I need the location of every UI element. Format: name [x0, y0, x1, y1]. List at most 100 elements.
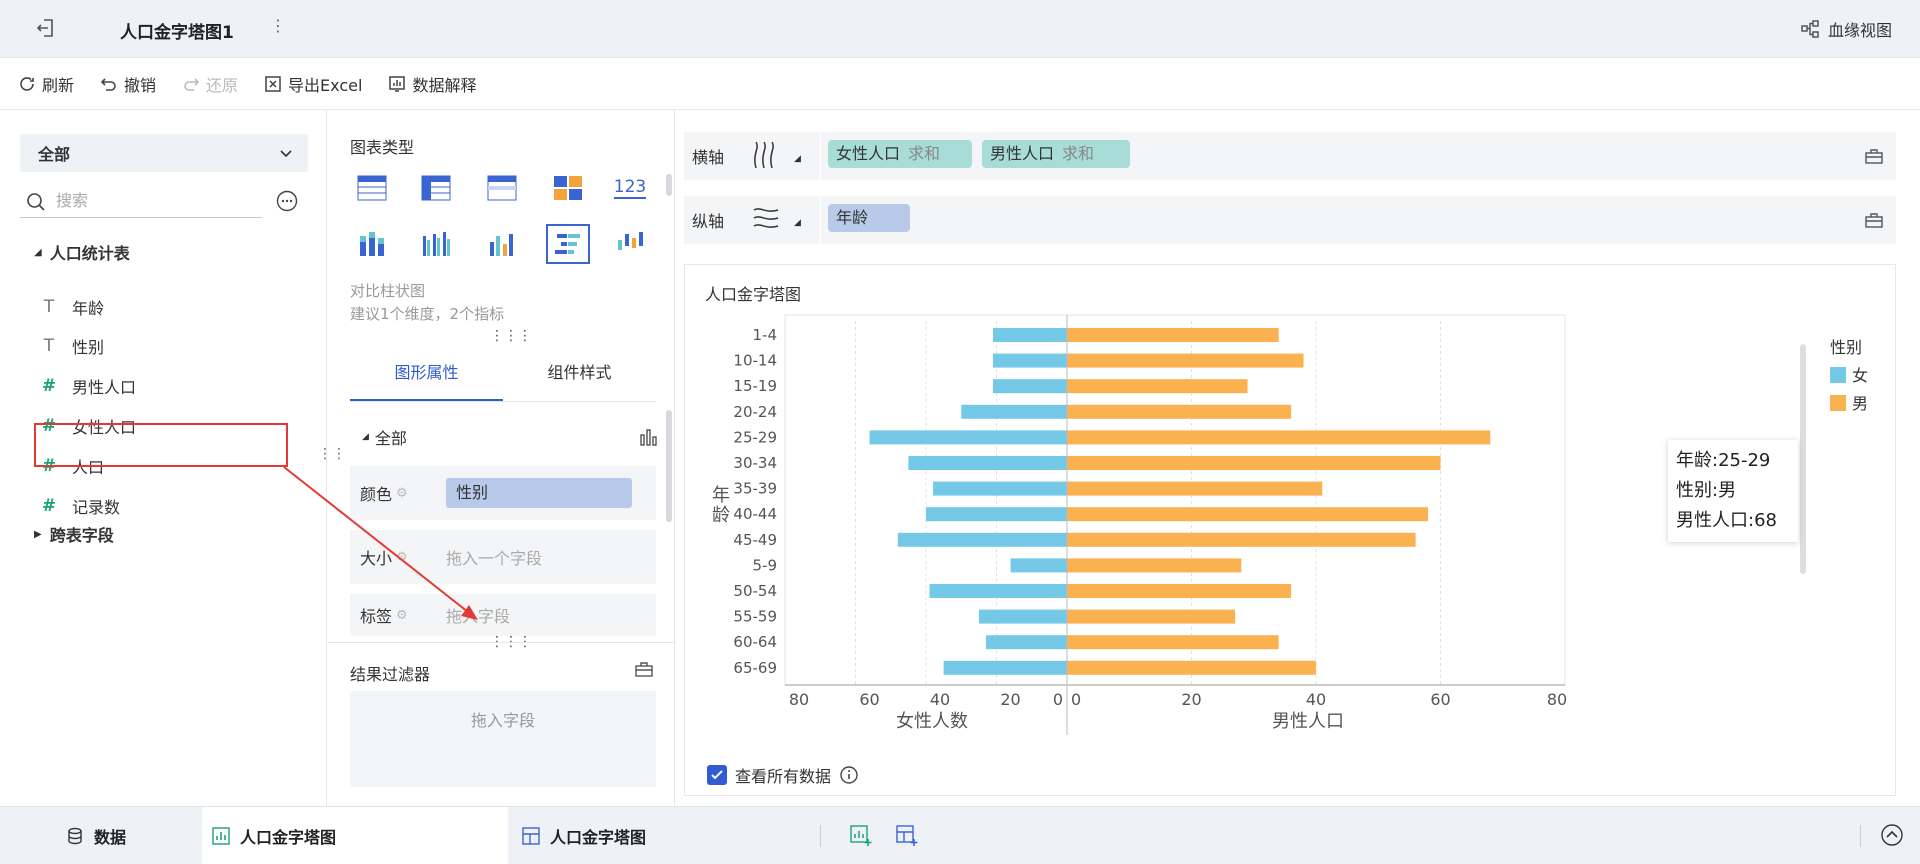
color-property-row[interactable]: 颜色 ⚙ 性别: [350, 466, 656, 520]
label-property-row[interactable]: 标签 ⚙ 拖入字段: [350, 594, 656, 636]
x-pill-female[interactable]: 女性人口 求和: [828, 140, 972, 168]
field-item-age[interactable]: T 年龄: [40, 287, 286, 327]
scope-select[interactable]: 全部: [20, 134, 308, 172]
chart-type-detail-table-icon[interactable]: [480, 168, 524, 208]
field-item-female-population[interactable]: # 女性人口: [40, 406, 286, 446]
chart-type-kpi-card-icon[interactable]: [546, 168, 590, 208]
chart-scrollbar[interactable]: [1800, 344, 1806, 574]
shelf-settings-icon[interactable]: [1864, 210, 1884, 230]
category-tick-label: 45-49: [733, 531, 777, 549]
search-input[interactable]: [20, 184, 262, 218]
chart-type-table-icon[interactable]: [350, 168, 394, 208]
add-component-icon[interactable]: [850, 825, 872, 847]
undo-button[interactable]: 撤销: [100, 72, 156, 96]
bar-male: [1067, 353, 1304, 368]
data-explain-button[interactable]: 数据解释: [388, 72, 476, 96]
info-icon[interactable]: [839, 765, 859, 785]
legend-title: 性别: [1830, 338, 1863, 357]
caret-right-icon: ▶: [34, 528, 42, 540]
more-options-icon[interactable]: [276, 190, 298, 212]
bar-male: [1067, 584, 1292, 598]
export-excel-button[interactable]: 导出Excel: [264, 72, 362, 96]
label-label: 标签: [360, 607, 393, 626]
field-panel: 全部 ◢ 人口统计表 T 年龄 T 性别 # 男性人口 # 女性人口 # 人口 …: [0, 110, 327, 806]
gear-icon[interactable]: ⚙: [396, 549, 408, 565]
size-drop-zone[interactable]: 拖入一个字段: [446, 549, 543, 568]
tab-dashboard[interactable]: 人口金字塔图: [522, 807, 646, 864]
chart-type-waterfall-icon[interactable]: [608, 224, 652, 264]
chart-type-scrollbar[interactable]: [666, 174, 672, 196]
chart-type-number-icon[interactable]: 123: [608, 168, 652, 208]
panel-resize-handle[interactable]: ⋮⋮: [318, 446, 346, 462]
chart-type-comparison-bar-icon[interactable]: [546, 224, 590, 264]
field-item-record-count[interactable]: # 记录数: [40, 486, 286, 526]
category-tick-label: 40-44: [733, 505, 777, 523]
field-label: 性别: [72, 338, 105, 357]
label-drop-zone[interactable]: 拖入字段: [446, 607, 511, 626]
filter-settings-icon[interactable]: [634, 659, 654, 679]
tab-data[interactable]: 数据: [66, 807, 126, 864]
category-tick-label: 10-14: [733, 352, 777, 370]
chart-type-crosstab-icon[interactable]: [414, 168, 458, 208]
left-axis-tick-label: 0: [1053, 690, 1063, 709]
legend-swatch: [1830, 367, 1846, 383]
chart-type-description: 对比柱状图 建议1个维度，2个指标: [350, 280, 504, 326]
page-title[interactable]: 人口金字塔图1: [120, 23, 234, 43]
add-dashboard-icon[interactable]: [896, 825, 918, 847]
x-pill-male[interactable]: 男性人口 求和: [982, 140, 1130, 168]
size-property-row[interactable]: 大小 ⚙ 拖入一个字段: [350, 530, 656, 584]
sort-icon[interactable]: [750, 138, 782, 172]
color-field-chip[interactable]: 性别: [446, 478, 632, 508]
caret-down-icon[interactable]: ◢: [794, 154, 801, 164]
bar-female: [908, 456, 1067, 470]
gear-icon[interactable]: ⚙: [396, 607, 408, 623]
sort-icon[interactable]: [750, 202, 782, 236]
chart-type-column-icon[interactable]: [480, 224, 524, 264]
all-properties-row[interactable]: ◢ 全部: [362, 416, 658, 458]
chart-tooltip: 年龄:25-29 性别:男 男性人口:68: [1668, 440, 1798, 542]
legend-item-female[interactable]: 女: [1830, 362, 1868, 390]
category-tick-label: 35-39: [733, 480, 777, 498]
explain-label: 数据解释: [412, 75, 477, 95]
redo-button[interactable]: 还原: [182, 72, 238, 96]
exit-icon[interactable]: [32, 14, 60, 42]
number-chart-label: 123: [613, 177, 647, 199]
toolbar: 刷新 撤销 还原 导出Excel 数据解释: [0, 58, 1920, 110]
tab-component-active[interactable]: 人口金字塔图: [202, 807, 508, 864]
tab-component-style[interactable]: 组件样式: [547, 363, 612, 382]
chart-type-name: 对比柱状图: [350, 282, 426, 300]
cross-table-toggle[interactable]: ▶ 跨表字段: [34, 522, 114, 546]
bar-male: [1067, 379, 1248, 394]
lineage-view-button[interactable]: 血缘视图: [1800, 16, 1892, 42]
filter-drop-zone[interactable]: 拖入字段: [350, 691, 656, 787]
see-all-checkbox[interactable]: [707, 765, 727, 785]
shelf-settings-icon[interactable]: [1864, 146, 1884, 166]
properties-scrollbar[interactable]: [666, 410, 672, 522]
lineage-icon: [1801, 20, 1819, 38]
refresh-button[interactable]: 刷新: [18, 72, 74, 96]
title-more-icon[interactable]: ⋮: [270, 16, 286, 35]
axis-separator: [820, 132, 821, 180]
y-axis-title: 龄: [712, 505, 730, 526]
chart-type-stacked-bar-icon[interactable]: [350, 224, 394, 264]
left-axis-title: 女性人数: [896, 711, 968, 732]
field-item-male-population[interactable]: # 男性人口: [40, 366, 286, 406]
chart-type-grouped-bar-icon[interactable]: [414, 224, 458, 264]
bar-chart-icon[interactable]: [638, 427, 658, 447]
undo-label: 撤销: [124, 75, 157, 95]
refresh-label: 刷新: [42, 75, 75, 95]
tab-separator: [820, 825, 821, 847]
bar-male: [1067, 532, 1416, 547]
collapse-up-icon[interactable]: [1880, 823, 1904, 847]
legend-item-male[interactable]: 男: [1830, 390, 1868, 418]
table-group-toggle[interactable]: ◢ 人口统计表: [34, 240, 130, 264]
y-pill-age[interactable]: 年龄: [828, 204, 910, 232]
gear-icon[interactable]: ⚙: [396, 485, 408, 501]
number-type-icon: #: [41, 376, 57, 396]
field-item-gender[interactable]: T 性别: [40, 326, 286, 366]
resize-handle[interactable]: ⋮⋮⋮: [490, 328, 532, 344]
excel-icon: [265, 75, 281, 92]
category-tick-label: 25-29: [733, 428, 777, 446]
tab-shape-properties[interactable]: 图形属性: [350, 344, 503, 401]
caret-down-icon[interactable]: ◢: [794, 218, 801, 228]
